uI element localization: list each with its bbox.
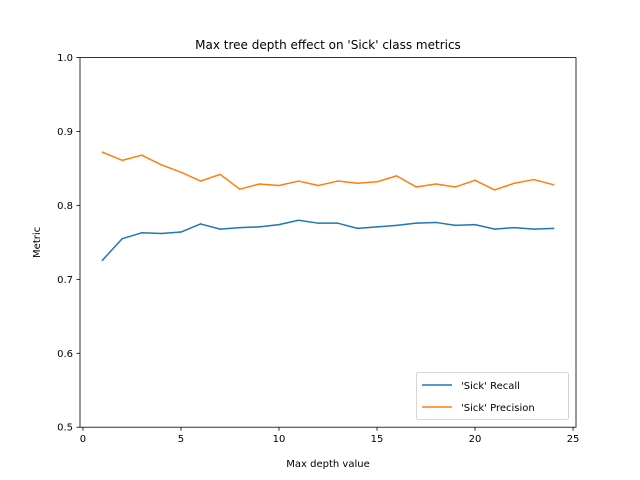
data-point <box>199 180 202 182</box>
data-point <box>239 226 241 229</box>
data-point <box>278 184 280 187</box>
plot-frame <box>79 57 577 428</box>
data-point <box>552 183 555 186</box>
x-tick-label: 15 <box>371 434 384 445</box>
series-line-0 <box>101 219 555 262</box>
y-axis-label: Metric <box>32 227 43 258</box>
x-tick-label: 0 <box>80 434 86 445</box>
x-axis-label: Max depth value <box>286 459 369 470</box>
y-tick-label: 0.7 <box>57 275 73 286</box>
data-point <box>513 226 515 229</box>
legend-box <box>416 372 569 420</box>
data-point <box>101 259 104 261</box>
y-tick-label: 0.9 <box>57 127 73 138</box>
data-point <box>454 186 457 188</box>
data-point <box>199 223 202 225</box>
data-point <box>552 227 555 230</box>
data-point <box>376 181 378 183</box>
data-point <box>160 232 163 235</box>
chart-title: Max tree depth effect on 'Sick' class me… <box>195 38 461 52</box>
data-point <box>435 221 437 224</box>
x-tick-label: 10 <box>273 434 286 445</box>
series-line-1 <box>101 151 555 191</box>
data-point <box>180 171 182 173</box>
data-point <box>160 164 163 166</box>
data-point <box>258 183 261 185</box>
y-tick-label: 1.0 <box>57 53 73 64</box>
data-point <box>454 224 457 227</box>
data-point <box>415 186 417 188</box>
data-point <box>141 154 143 156</box>
data-point <box>219 173 221 176</box>
data-point <box>356 227 359 230</box>
data-point <box>297 219 300 221</box>
data-point <box>395 224 398 227</box>
data-point <box>219 228 221 230</box>
data-point <box>121 159 123 162</box>
data-point <box>337 222 339 224</box>
data-point <box>435 183 437 185</box>
series-lines <box>101 151 555 262</box>
y-axis: 0.5 0.6 0.7 0.8 0.9 1.0 <box>57 53 80 434</box>
data-point <box>474 179 476 182</box>
data-point <box>258 226 261 228</box>
legend: 'Sick' Recall 'Sick' Precision <box>416 372 569 420</box>
legend-label-recall: 'Sick' Recall <box>461 381 520 392</box>
data-point <box>180 231 182 233</box>
data-point <box>533 228 535 230</box>
y-tick-label: 0.8 <box>57 201 73 212</box>
x-tick-label: 20 <box>469 434 482 445</box>
data-point <box>474 223 476 226</box>
data-point <box>493 228 496 230</box>
data-point <box>297 180 300 182</box>
data-point <box>337 180 339 182</box>
x-tick-label: 5 <box>178 434 184 445</box>
x-axis: 0 5 10 15 20 25 <box>80 427 580 445</box>
data-point <box>415 222 417 224</box>
data-point <box>493 189 496 191</box>
data-point <box>317 184 319 187</box>
x-tick-label: 25 <box>567 434 580 445</box>
y-tick-label: 0.6 <box>57 349 73 360</box>
data-point <box>101 151 104 153</box>
data-point <box>513 182 515 185</box>
legend-label-precision: 'Sick' Precision <box>461 403 535 414</box>
data-point <box>533 178 535 181</box>
data-point <box>141 232 143 234</box>
data-point <box>278 223 280 226</box>
y-tick-label: 0.5 <box>57 423 73 434</box>
data-point <box>356 182 359 185</box>
data-point <box>317 222 319 224</box>
data-point <box>121 237 123 240</box>
data-point <box>239 188 241 190</box>
data-point <box>376 226 378 228</box>
data-point <box>395 175 398 177</box>
